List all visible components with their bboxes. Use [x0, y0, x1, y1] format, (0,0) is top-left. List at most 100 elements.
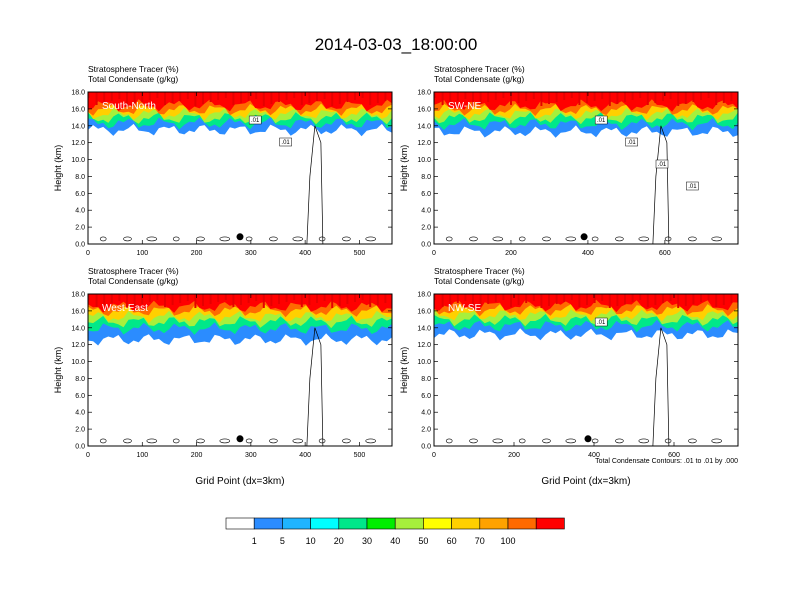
colorbar-label: 70 [475, 536, 485, 546]
contour-label-box [279, 137, 292, 147]
tracer-streak [300, 294, 303, 307]
y-tick-label: 8.0 [75, 376, 85, 383]
condensate-contour [342, 236, 351, 242]
tracer-streak [510, 92, 512, 105]
y-axis-label: Height (km) [399, 145, 409, 192]
condensate-contour [99, 438, 107, 444]
condensate-contour [492, 236, 504, 242]
condensate-contour [365, 438, 377, 444]
tracer-streak [578, 92, 581, 105]
tracer-streak [141, 294, 144, 304]
tracer-streak [270, 92, 273, 104]
tracer-streak [692, 294, 695, 304]
tracer-streak [209, 294, 212, 304]
tracer-streak [164, 92, 166, 105]
x-tick-label: 0 [432, 250, 436, 257]
x-tick-label: 600 [659, 250, 671, 257]
condensate-contour [245, 438, 253, 444]
colorbar-segment [282, 517, 311, 530]
tracer-streak [346, 92, 349, 102]
tracer-streak [570, 92, 573, 98]
panel-name: SW-NE [448, 101, 481, 112]
figure-title: 2014-03-03_18:00:00 [315, 35, 478, 54]
condensate-contour [688, 236, 697, 242]
contour-label: .01 [658, 162, 667, 168]
y-tick-label: 12.0 [417, 140, 431, 147]
tracer-streak [179, 92, 182, 101]
y-tick-label: 4.0 [75, 410, 85, 417]
y-tick-label: 18.0 [71, 292, 85, 299]
tracer-streak [262, 92, 265, 106]
plot-frame [433, 91, 739, 245]
tracer-streak [624, 92, 626, 102]
y-tick-label: 0.0 [75, 242, 85, 249]
y-tick-label: 6.0 [421, 191, 431, 198]
tracer-streak [354, 92, 356, 100]
tracer-streak [639, 92, 642, 98]
condensate-contour [172, 438, 180, 444]
contour-label-box [655, 159, 669, 169]
tracer-streak [331, 92, 334, 106]
tracer-streak [593, 294, 596, 303]
tracer-streak [247, 92, 250, 101]
tracer-streak [354, 294, 356, 302]
tracer-streak [517, 294, 520, 305]
panel-name: South-North [102, 101, 156, 112]
panel-subtitle: Total Condensate (g/kg) [88, 74, 178, 84]
tracer-streak [441, 294, 444, 307]
panel-name: NW-SE [448, 303, 481, 314]
tracer-streak [434, 294, 436, 300]
tracer-streak [616, 294, 619, 306]
tracer-streak [202, 294, 204, 306]
colorbar-label: 1 [252, 536, 257, 546]
tracer-streak [608, 92, 611, 106]
tracer-streak [171, 294, 174, 305]
tracer-streak [601, 92, 604, 99]
condensate-contour [565, 236, 577, 242]
colorbar-label: 30 [362, 536, 372, 546]
tracer-streak [308, 92, 311, 103]
condensate-contour [342, 438, 351, 444]
contour-label: .01 [281, 140, 290, 146]
contour-label-box [625, 137, 638, 147]
tracer-streak [472, 294, 474, 308]
tracer-streak [156, 92, 159, 98]
colorbar-segment [338, 517, 368, 530]
y-tick-label: 8.0 [421, 376, 431, 383]
tracer-streak [654, 294, 657, 305]
condensate-contour [469, 438, 478, 444]
condensate-contour [542, 236, 551, 242]
contour-label: .01 [597, 118, 606, 124]
tracer-streak [126, 92, 128, 106]
tracer-streak [730, 92, 733, 101]
tracer-streak [285, 294, 288, 302]
tracer-streak [338, 92, 341, 104]
tracer-streak [240, 92, 242, 103]
y-tick-label: 18.0 [71, 90, 85, 97]
contour-label: .01 [597, 320, 606, 326]
tracer-streak [722, 92, 725, 103]
tracer-streak [464, 294, 467, 301]
condensate-contour [245, 236, 253, 242]
y-axis-label: Height (km) [53, 145, 63, 192]
y-tick-label: 12.0 [417, 342, 431, 349]
tracer-streak [517, 92, 520, 103]
x-tick-label: 100 [136, 452, 148, 459]
tracer-streak [639, 294, 642, 300]
tracer-streak [479, 92, 482, 104]
x-tick-label: 0 [86, 250, 90, 257]
tracer-streak [126, 294, 128, 308]
panel-title: Stratosphere Tracer (%) [434, 266, 525, 276]
plot-area: .01 .01 [88, 92, 392, 244]
tracer-streak [179, 294, 182, 303]
tracer-streak [624, 294, 626, 304]
tracer-streak [449, 92, 452, 103]
tracer-streak [118, 294, 121, 301]
colorbar-segment [479, 517, 509, 530]
y-axis-label: Height (km) [399, 347, 409, 394]
condensate-contour [711, 236, 723, 242]
tracer-streak [217, 92, 220, 100]
tracer-streak [103, 294, 106, 305]
contour-label: .01 [627, 140, 636, 146]
